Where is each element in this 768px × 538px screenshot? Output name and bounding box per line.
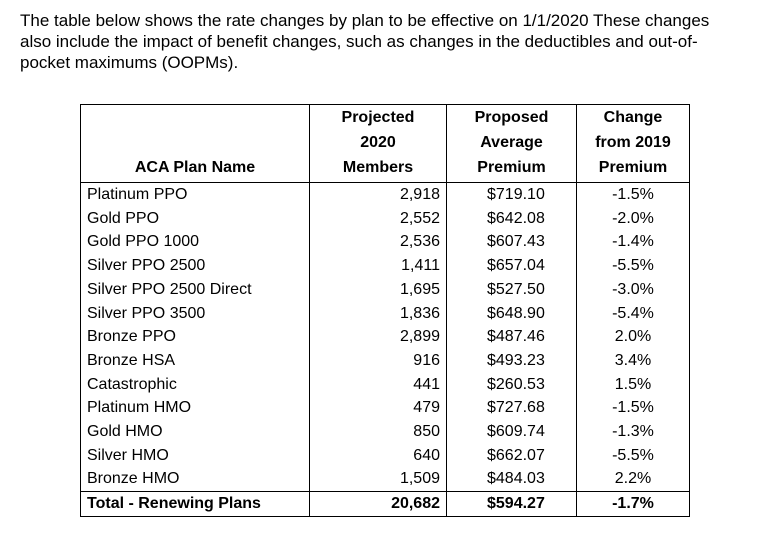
rate-table: ACA Plan Name Projected 2020 Members Propose… <box>80 104 690 517</box>
table-row: Bronze HSA 916 $493.23 3.4% <box>80 348 690 373</box>
table-cell: Silver PPO 2500 Direct <box>80 277 310 302</box>
table-row: Silver PPO 2500 Direct 1,695 $527.50 -3.0% <box>80 277 690 302</box>
table-cell: 1,411 <box>309 254 447 278</box>
table-row: Bronze HMO 1,509 $484.03 2.2% <box>80 467 690 492</box>
table-body: Platinum PPO 2,918 $719.10 -1.5% Gold PPO 2,5… <box>80 182 690 517</box>
table-cell: 850 <box>309 420 447 444</box>
table-cell: $484.03 <box>446 467 577 492</box>
header-row: ACA Plan Name Projected 2020 Members Propose… <box>80 104 690 183</box>
table-cell: $657.04 <box>446 254 577 278</box>
table-cell: $493.23 <box>446 348 577 373</box>
table-cell: 479 <box>309 396 447 421</box>
table-cell: 1.5% <box>614 375 652 393</box>
table-cell: 2,536 <box>309 230 447 255</box>
total-cell: -1.7% <box>612 495 654 513</box>
table-row: Gold HMO 850 $609.74 -1.3% <box>80 420 690 444</box>
table-cell: 2,918 <box>309 182 447 207</box>
table-cell: 640 <box>309 443 447 468</box>
total-cell: $594.27 <box>446 491 577 517</box>
table-cell: -1.5% <box>612 186 654 203</box>
table-cell: Bronze HMO <box>80 467 310 492</box>
intro-line: also include the impact of benefit chang… <box>20 32 698 51</box>
header-line: 2020 <box>360 134 396 151</box>
total-cell: Total - Renewing Plans <box>80 491 310 517</box>
table-cell: -5.5% <box>612 257 654 275</box>
table-row: Bronze PPO 2,899 $487.46 2.0% <box>80 325 690 349</box>
table-row: Catastrophic 441 $260.53 1.5% <box>80 372 690 397</box>
intro-line: pocket maximums (OOPMs). <box>20 53 239 72</box>
table-cell: Gold PPO <box>80 206 310 231</box>
column-header: Proposed Average Premium <box>446 104 577 183</box>
total-row: Total - Renewing Plans 20,682 $594.27 -1.7% <box>80 491 690 517</box>
table-cell: $607.43 <box>446 230 577 255</box>
table-cell: $662.07 <box>446 443 577 468</box>
table-cell: Bronze HSA <box>80 348 310 373</box>
table-cell: Silver PPO 3500 <box>80 301 310 326</box>
table-cell: $260.53 <box>446 372 577 397</box>
total-cell: 20,682 <box>309 491 447 517</box>
table-cell: -5.5% <box>612 446 654 464</box>
header-line: Members <box>342 159 414 176</box>
table-cell: -3.0% <box>612 280 654 298</box>
table-cell: $642.08 <box>446 206 577 231</box>
table-cell: $487.46 <box>446 325 577 349</box>
table-cell: $727.68 <box>446 396 577 421</box>
table-row: Gold PPO 1000 2,536 $607.43 -1.4% <box>80 230 690 255</box>
table-cell: 2,899 <box>309 325 447 349</box>
table-cell: 1,509 <box>309 467 447 492</box>
table-cell: 916 <box>309 348 447 373</box>
column-header: Change from 2019 Premium <box>577 105 690 183</box>
table-cell: 2.2% <box>614 470 652 488</box>
table-cell: -1.5% <box>612 399 654 417</box>
header-line: ACA Plan Name <box>134 159 256 176</box>
table-row: Silver PPO 3500 1,836 $648.90 -5.4% <box>80 301 690 326</box>
table-row: Silver HMO 640 $662.07 -5.5% <box>80 443 690 468</box>
table-row: Platinum PPO 2,918 $719.10 -1.5% <box>80 182 690 207</box>
column-header: Projected 2020 Members <box>309 104 447 183</box>
table-cell: Bronze PPO <box>80 325 310 349</box>
table-cell: Platinum PPO <box>80 182 310 207</box>
table-cell: Gold HMO <box>80 420 310 444</box>
header-line: Projected <box>341 109 415 126</box>
header-line: Proposed <box>474 109 549 126</box>
intro-text: The table below shows the rate changes b… <box>20 10 709 73</box>
header-line: Average <box>480 134 543 151</box>
table-cell: Catastrophic <box>80 372 310 397</box>
column-header: ACA Plan Name <box>80 104 310 183</box>
header-line: Premium <box>598 159 668 176</box>
table-cell: $527.50 <box>446 277 577 302</box>
table-cell: 1,836 <box>309 301 447 326</box>
table-row: Silver PPO 2500 1,411 $657.04 -5.5% <box>80 254 690 278</box>
table-cell: $719.10 <box>446 182 577 207</box>
table-cell: -1.4% <box>612 233 654 251</box>
table-row: Platinum HMO 479 $727.68 -1.5% <box>80 396 690 421</box>
table-cell: Silver PPO 2500 <box>80 254 310 278</box>
table-cell: -1.3% <box>612 423 654 441</box>
table-cell: -2.0% <box>612 209 654 227</box>
table-cell: $609.74 <box>446 420 577 444</box>
table-cell: 2,552 <box>309 206 447 231</box>
table-cell: -5.4% <box>612 304 654 322</box>
header-line: Change <box>603 109 663 126</box>
header-line: from 2019 <box>595 134 671 151</box>
table-row: Gold PPO 2,552 $642.08 -2.0% <box>80 206 690 231</box>
table-cell: 2.0% <box>614 328 652 346</box>
table-cell: Gold PPO 1000 <box>80 230 310 255</box>
table-cell: $648.90 <box>446 301 577 326</box>
table-cell: 1,695 <box>309 277 447 302</box>
table-cell: 441 <box>309 372 447 397</box>
header-line: Premium <box>477 159 546 176</box>
table-cell: Silver HMO <box>80 443 310 468</box>
intro-line: The table below shows the rate changes b… <box>20 11 710 30</box>
table-cell: 3.4% <box>614 351 652 369</box>
table-cell: Platinum HMO <box>80 396 310 421</box>
